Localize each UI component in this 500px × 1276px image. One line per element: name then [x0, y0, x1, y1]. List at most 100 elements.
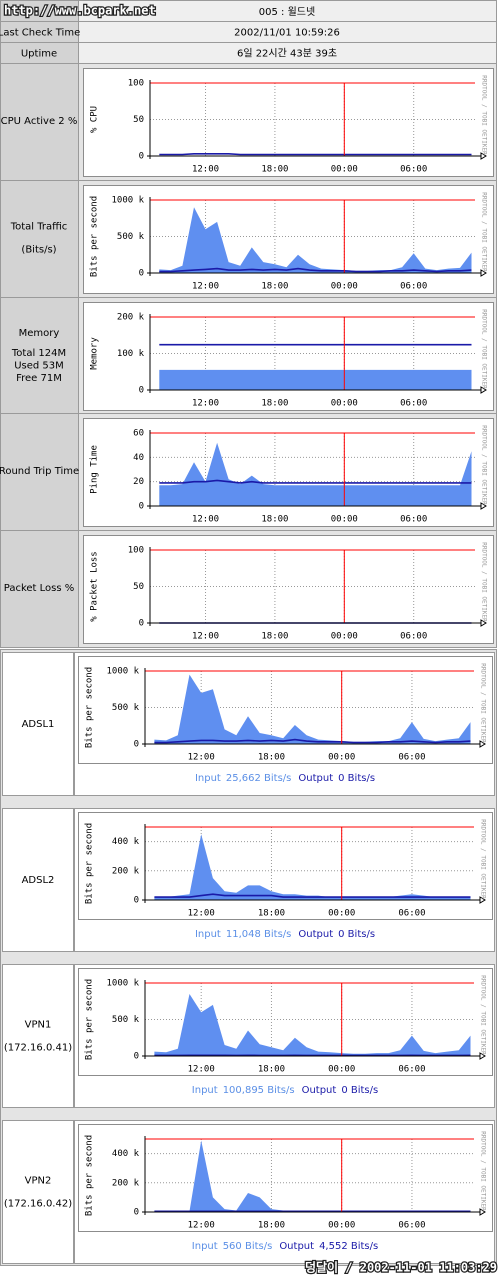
chart-box: [78, 1124, 493, 1232]
row-label: Round Trip Time: [0, 466, 79, 477]
x-tick-label: 18:00: [258, 909, 285, 919]
row-label: ADSL2: [22, 875, 55, 886]
y-tick-label: 500 k: [112, 703, 140, 713]
x-tick-label: 12:00: [188, 1065, 215, 1075]
row-label: Free 71M: [16, 373, 62, 384]
timestamp-watermark: 덩달이 / 2002-11-01 11:03:29: [305, 1260, 497, 1275]
y-tick-label: 1000 k: [106, 979, 139, 989]
watermark: http://www.bcpark.net: [4, 4, 156, 18]
credit: RRDTOOL / TOBI OETIKER: [480, 819, 487, 899]
label-cell: [0, 63, 79, 181]
x-tick-label: 12:00: [192, 282, 219, 292]
y-tick-label: 0: [134, 896, 139, 906]
credit: RRDTOOL / TOBI OETIKER: [480, 1131, 487, 1211]
credit: RRDTOOL / TOBI OETIKER: [481, 75, 488, 155]
y-axis-title: % CPU: [90, 106, 100, 133]
legend-text: 11,048 Bits/s: [226, 929, 292, 940]
x-tick-label: 00:00: [331, 632, 358, 642]
y-tick-label: 0: [134, 740, 139, 750]
legend-text: Input: [195, 773, 221, 784]
input-area: [159, 442, 472, 506]
legend-text: Output: [302, 1085, 337, 1096]
input-area: [154, 994, 471, 1056]
axis-arrow: [479, 896, 486, 904]
output-line: [159, 267, 472, 273]
chart-box: [83, 68, 494, 177]
y-tick-label: 1000 k: [106, 667, 139, 677]
credit: RRDTOOL / TOBI OETIKER: [481, 425, 488, 505]
y-tick-label: 1000 k: [111, 196, 144, 206]
x-tick-label: 06:00: [400, 515, 427, 525]
legend-text: Output: [298, 929, 333, 940]
x-tick-label: 12:00: [188, 909, 215, 919]
label-cell: [2, 652, 74, 796]
credit: RRDTOOL / TOBI OETIKER: [480, 663, 487, 743]
axis-arrow: [479, 740, 486, 748]
input-area: [154, 674, 471, 744]
axis-arrow: [480, 619, 487, 627]
x-tick-label: 06:00: [400, 632, 427, 642]
row-label: CPU Active 2 %: [1, 116, 78, 127]
label-cell: [2, 808, 74, 952]
x-tick-label: 12:00: [192, 515, 219, 525]
x-tick-label: 12:00: [188, 753, 215, 763]
x-tick-label: 18:00: [261, 632, 288, 642]
x-tick-label: 00:00: [328, 1065, 355, 1075]
info-value: 2002/11/01 10:59:26: [234, 28, 340, 39]
chart-box: [83, 302, 494, 411]
row-label: Packet Loss %: [4, 583, 75, 594]
x-tick-label: 18:00: [258, 753, 285, 763]
y-tick-label: 0: [139, 269, 144, 279]
credit: RRDTOOL / TOBI OETIKER: [481, 309, 488, 389]
y-tick-label: 200 k: [112, 1178, 140, 1188]
output-line: [159, 153, 472, 156]
x-tick-label: 12:00: [192, 165, 219, 175]
x-tick-label: 06:00: [398, 909, 425, 919]
x-tick-label: 18:00: [261, 165, 288, 175]
y-tick-label: 0: [139, 386, 144, 396]
legend-text: 560 Bits/s: [223, 1241, 273, 1252]
y-tick-label: 0: [134, 1052, 139, 1062]
legend-text: 25,662 Bits/s: [226, 773, 292, 784]
x-tick-label: 00:00: [328, 753, 355, 763]
y-tick-label: 40: [133, 453, 144, 463]
x-tick-label: 12:00: [188, 1221, 215, 1231]
input-area: [159, 207, 472, 273]
host-name: 005 : 윌드넷: [259, 6, 315, 18]
chart-box: [83, 418, 494, 527]
legend-text: 100,895 Bits/s: [223, 1085, 295, 1096]
y-tick-label: 200 k: [112, 866, 140, 876]
legend-text: Output: [298, 773, 333, 784]
legend-text: Input: [192, 1241, 218, 1252]
x-tick-label: 06:00: [398, 1221, 425, 1231]
y-tick-label: 500 k: [117, 232, 145, 242]
label-cell: [2, 1120, 74, 1264]
label-cell: [2, 964, 74, 1108]
legend-footer: Input 25,662 Bits/s Output 0 Bits/s: [195, 773, 375, 784]
credit: RRDTOOL / TOBI OETIKER: [480, 975, 487, 1055]
x-tick-label: 18:00: [261, 282, 288, 292]
input-area: [159, 369, 472, 390]
y-axis-title: % Packet Loss: [90, 551, 100, 621]
y-axis-title: Bits per second: [85, 979, 95, 1060]
x-tick-label: 00:00: [328, 909, 355, 919]
y-tick-label: 50: [133, 115, 144, 125]
y-tick-label: 0: [139, 152, 144, 162]
x-tick-label: 12:00: [192, 632, 219, 642]
label-cell: [0, 297, 79, 415]
axis-arrow: [479, 1208, 486, 1216]
x-tick-label: 00:00: [328, 1221, 355, 1231]
y-tick-label: 60: [133, 429, 144, 439]
output-line: [154, 893, 471, 898]
y-tick-label: 100: [128, 79, 144, 89]
output-line: [154, 738, 471, 744]
legend-footer: Input 560 Bits/s Output 4,552 Bits/s: [192, 1241, 378, 1252]
y-tick-label: 400 k: [112, 837, 140, 847]
x-tick-label: 06:00: [398, 753, 425, 763]
x-tick-label: 06:00: [400, 282, 427, 292]
y-axis-title: Bits per second: [90, 196, 100, 277]
x-tick-label: 00:00: [331, 282, 358, 292]
y-tick-label: 20: [133, 477, 144, 487]
legend-text: 0 Bits/s: [341, 1085, 378, 1096]
